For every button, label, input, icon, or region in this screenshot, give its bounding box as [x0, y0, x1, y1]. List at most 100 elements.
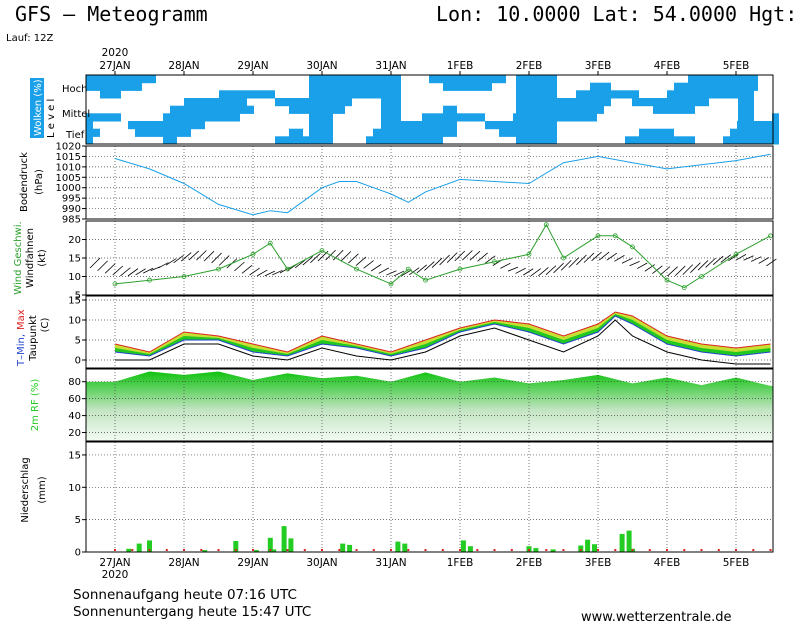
cloud-cell [583, 105, 590, 114]
cloud-cell [177, 105, 184, 114]
cloud-cell [653, 136, 660, 145]
wind-barb [515, 267, 526, 274]
wind-barb [637, 262, 648, 269]
cloud-cell [576, 105, 583, 114]
cloud-cell [772, 136, 779, 145]
cloud-cell [632, 98, 639, 107]
cloud-cell [464, 82, 471, 91]
model-run-label: Lauf: 12Z [6, 33, 54, 44]
precip-trace-marker [217, 549, 220, 551]
precip-trace-marker [165, 549, 168, 551]
cloud-cell [695, 90, 702, 99]
wind-frame [85, 220, 774, 296]
wind-barb [256, 269, 268, 277]
cloud-cell [142, 128, 149, 137]
cloud-cell [688, 90, 695, 99]
cloud-cell [296, 136, 303, 145]
cloud-cell [555, 105, 562, 114]
precip-bar [233, 541, 239, 552]
cloud-cell [303, 105, 310, 114]
cloud-cell [289, 128, 296, 137]
cloud-cell [611, 90, 618, 99]
y-tick-label: 5 [75, 336, 81, 347]
cloud-cell [331, 90, 338, 99]
date-label-top: 27JAN [99, 60, 130, 72]
cloud-cell [709, 82, 716, 91]
cloud-cell [618, 90, 625, 99]
cloud-cell [373, 75, 380, 84]
cloud-cell [751, 136, 758, 145]
y-tick-label: 10 [68, 272, 81, 283]
cloud-cell [191, 98, 198, 107]
humidity-axis-label: 2m RF (%) [30, 379, 41, 432]
wind-barb [545, 265, 557, 275]
cloud-cell [170, 113, 177, 122]
cloud-cell [170, 136, 177, 145]
year-label-bottom: 2020 [102, 569, 129, 581]
cloud-cell [443, 121, 450, 130]
wind-unit-label: (kt) [37, 249, 48, 267]
precip-trace-marker [459, 549, 461, 551]
cloud-cell [128, 75, 135, 84]
cloud-cell [205, 113, 212, 122]
wind-speed-point [612, 233, 618, 239]
wind-barb [211, 252, 222, 264]
cloud-cell [751, 82, 758, 91]
cloud-cell [492, 75, 499, 84]
cloud-cell [366, 136, 373, 145]
precip-bar [271, 549, 277, 552]
cloud-cell [667, 128, 674, 137]
precip-bar [550, 549, 556, 552]
cloud-cell [114, 82, 121, 91]
wind-barb [173, 254, 184, 264]
cloud-cell [233, 113, 240, 122]
cloud-cell [289, 98, 296, 107]
cloud-column [309, 75, 333, 144]
cloud-cell [296, 105, 303, 114]
cloud-cell [86, 128, 93, 137]
cloud-cell [149, 75, 156, 84]
cloud-cell [135, 128, 142, 137]
precip-bar [202, 550, 208, 552]
cloud-cell [156, 121, 163, 130]
cloud-cell [254, 90, 261, 99]
wind-barb [165, 258, 177, 266]
cloud-cell [345, 90, 352, 99]
wind-speed-axis-label: Wind Geschwi. [13, 221, 24, 294]
y-tick-label: 0 [75, 356, 81, 367]
cloud-cell [345, 82, 352, 91]
wind-barb [97, 260, 108, 272]
cloud-cell [408, 121, 415, 130]
cloud-cell [100, 82, 107, 91]
cloud-cell [751, 128, 758, 137]
clouds-label-background [30, 78, 44, 138]
cloud-cell [275, 98, 282, 107]
wind-barb [218, 255, 230, 266]
cloud-cell [436, 128, 443, 137]
cloud-cell [723, 136, 730, 145]
precip-trace-marker [648, 549, 651, 551]
cloud-cell [688, 82, 695, 91]
wind-barb [454, 250, 466, 262]
cloud-cell [331, 82, 338, 91]
cloud-cell [681, 82, 688, 91]
cloud-cell [597, 82, 604, 91]
cloud-cell [205, 98, 212, 107]
cloud-cell [695, 75, 702, 84]
cloud-cell [681, 98, 688, 107]
cloud-column [516, 75, 557, 144]
wind-barb [507, 266, 519, 272]
wind-barb [104, 263, 116, 274]
cloud-cell [688, 105, 695, 114]
precip-trace-marker [735, 549, 737, 551]
cloud-cell [443, 105, 450, 114]
precip-trace-marker [390, 549, 392, 551]
wind-speed-point [543, 222, 549, 228]
wind-speed-point [319, 248, 325, 254]
cloud-cell [569, 113, 576, 122]
cloud-column [381, 75, 401, 144]
cloud-cell [86, 136, 93, 145]
cloud-cell [499, 128, 506, 137]
cloud-cell [170, 128, 177, 137]
